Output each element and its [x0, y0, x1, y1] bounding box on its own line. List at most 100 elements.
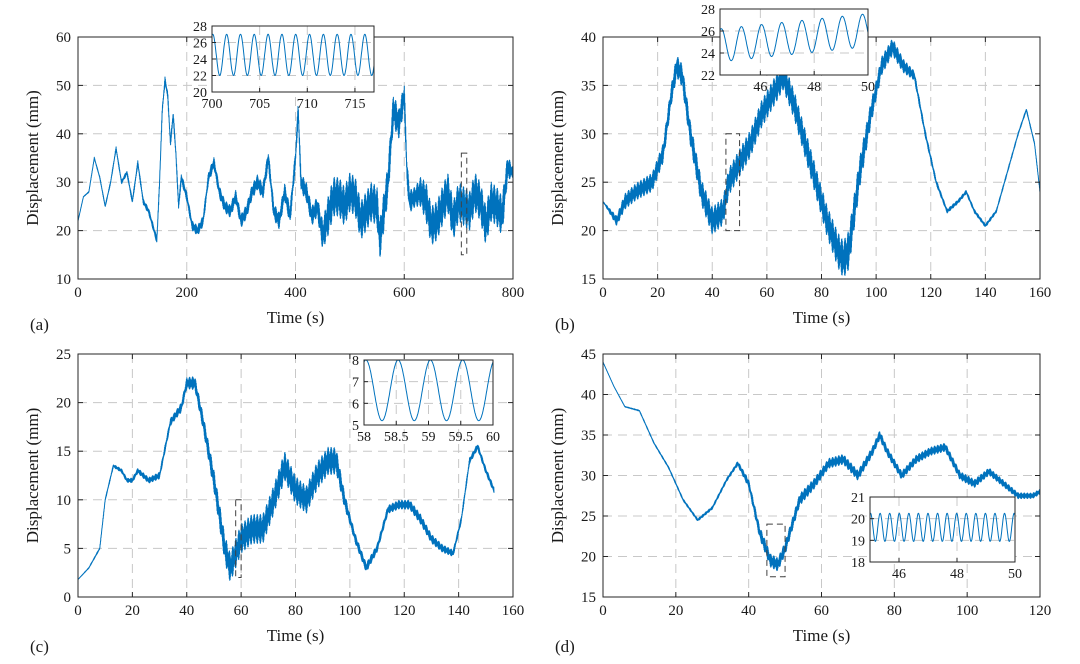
- y-tick-label: 20: [56, 396, 71, 412]
- inset-y-tick-label: 20: [193, 86, 207, 101]
- x-tick-label: 60: [814, 603, 829, 619]
- inset-y-tick-label: 22: [193, 70, 207, 85]
- inset-y-tick-label: 18: [851, 556, 865, 571]
- x-tick-label: 100: [339, 603, 362, 619]
- inset-x-tick-label: 58.5: [384, 430, 409, 445]
- x-tick-label: 100: [956, 603, 979, 619]
- y-tick-label: 10: [56, 272, 71, 288]
- inset-y-tick-label: 8: [352, 354, 359, 369]
- x-tick-label: 120: [920, 285, 943, 301]
- inset-b: 46 48 50 22 24 26 28: [701, 3, 875, 95]
- inset-y-tick-label: 5: [352, 419, 359, 434]
- inset-series-line: [363, 359, 494, 422]
- inset-x-tick-label: 48: [950, 567, 964, 582]
- inset-y-tick-label: 20: [851, 513, 865, 528]
- y-tick-label: 60: [56, 30, 71, 46]
- x-tick-label: 80: [814, 285, 829, 301]
- inset-c: 58 58.5 59 59.5 60 5 6 7 8: [352, 354, 500, 445]
- y-tick-label: 40: [56, 127, 71, 143]
- panel-label: (d): [555, 637, 575, 656]
- inset-x-tick-label: 46: [892, 567, 906, 582]
- x-axis-label: Time (s): [793, 308, 850, 327]
- x-axis-label: Time (s): [267, 308, 324, 327]
- inset-background: [870, 497, 1015, 562]
- inset-y-tick-label: 26: [701, 25, 715, 40]
- y-axis-label: Displacement (mm): [23, 90, 42, 226]
- inset-y-tick-label: 19: [851, 534, 865, 549]
- zoom-box: [235, 499, 242, 579]
- inset-series-line: [869, 512, 1016, 542]
- y-tick-label: 40: [581, 30, 596, 46]
- y-tick-label: 20: [581, 550, 596, 566]
- y-tick-label: 30: [56, 175, 71, 191]
- inset-x-tick-label: 715: [344, 97, 365, 112]
- zoom-box: [460, 152, 468, 256]
- inset-series-line: [719, 13, 869, 62]
- y-tick-label: 30: [581, 127, 596, 143]
- x-axis-label: Time (s): [793, 626, 850, 645]
- x-tick-label: 0: [599, 285, 607, 301]
- inset-x-tick-label: 50: [861, 80, 875, 95]
- inset-y-tick-label: 24: [701, 47, 715, 62]
- y-tick-label: 35: [581, 78, 596, 94]
- x-tick-label: 20: [650, 285, 665, 301]
- y-tick-label: 20: [581, 224, 596, 240]
- y-tick-label: 50: [56, 78, 71, 94]
- y-tick-label: 25: [56, 347, 71, 363]
- y-tick-label: 0: [64, 590, 72, 606]
- x-tick-label: 120: [1029, 603, 1052, 619]
- panel-b: 0 20 40 60 80 100 120 140 160 15 20 25 30 35 40 Time (s…: [548, 3, 1051, 334]
- y-tick-label: 5: [64, 541, 72, 557]
- x-tick-label: 60: [234, 603, 249, 619]
- inset-x-tick-label: 710: [297, 97, 318, 112]
- inset-y-tick-label: 22: [701, 69, 715, 84]
- inset-series-line: [211, 33, 375, 76]
- x-tick-label: 60: [759, 285, 774, 301]
- inset-y-tick-label: 21: [851, 491, 865, 506]
- zoom-box: [725, 133, 741, 232]
- x-tick-label: 0: [599, 603, 607, 619]
- inset-x-tick-label: 58: [357, 430, 371, 445]
- x-tick-label: 40: [179, 603, 194, 619]
- x-tick-label: 100: [865, 285, 888, 301]
- inset-y-tick-label: 26: [193, 37, 207, 52]
- x-tick-label: 80: [288, 603, 303, 619]
- panel-a: 0 200 400 600 800 10 20 30 40 50 60 Time (s) Displac…: [23, 20, 524, 334]
- x-tick-label: 140: [447, 603, 470, 619]
- y-axis-label: Displacement (mm): [23, 408, 42, 544]
- y-axis-label: Displacement (mm): [548, 90, 567, 226]
- x-tick-label: 0: [74, 603, 82, 619]
- x-tick-label: 140: [974, 285, 997, 301]
- panel-d: 0 20 40 60 80 100 120 15 20 25 30 35 40 45 Time (s) Dis…: [548, 347, 1051, 656]
- inset-y-tick-label: 7: [352, 376, 359, 391]
- y-tick-label: 30: [581, 469, 596, 485]
- series-line: [603, 361, 1040, 572]
- series-line: [603, 39, 1040, 276]
- zoom-box: [766, 523, 786, 578]
- y-tick-label: 15: [56, 444, 71, 460]
- inset-x-tick-label: 700: [202, 97, 223, 112]
- panel-label: (b): [555, 315, 575, 334]
- x-axis-label: Time (s): [267, 626, 324, 645]
- inset-y-tick-label: 28: [193, 20, 207, 35]
- inset-background: [720, 9, 868, 75]
- panel-label: (c): [30, 637, 49, 656]
- inset-frame: [869, 496, 1016, 563]
- x-tick-label: 20: [125, 603, 140, 619]
- x-tick-label: 40: [741, 603, 756, 619]
- x-tick-label: 40: [705, 285, 720, 301]
- y-tick-label: 40: [581, 388, 596, 404]
- inset-x-tick-label: 48: [807, 80, 821, 95]
- panel-label: (a): [30, 315, 49, 334]
- x-tick-label: 160: [502, 603, 525, 619]
- inset-y-tick-label: 28: [701, 3, 715, 18]
- y-tick-label: 15: [581, 590, 596, 606]
- y-tick-label: 35: [581, 428, 596, 444]
- x-tick-label: 20: [668, 603, 683, 619]
- y-tick-label: 15: [581, 272, 596, 288]
- inset-d: 46 48 50 18 19 20 21: [851, 491, 1022, 582]
- y-tick-label: 25: [581, 175, 596, 191]
- inset-frame: [719, 8, 869, 76]
